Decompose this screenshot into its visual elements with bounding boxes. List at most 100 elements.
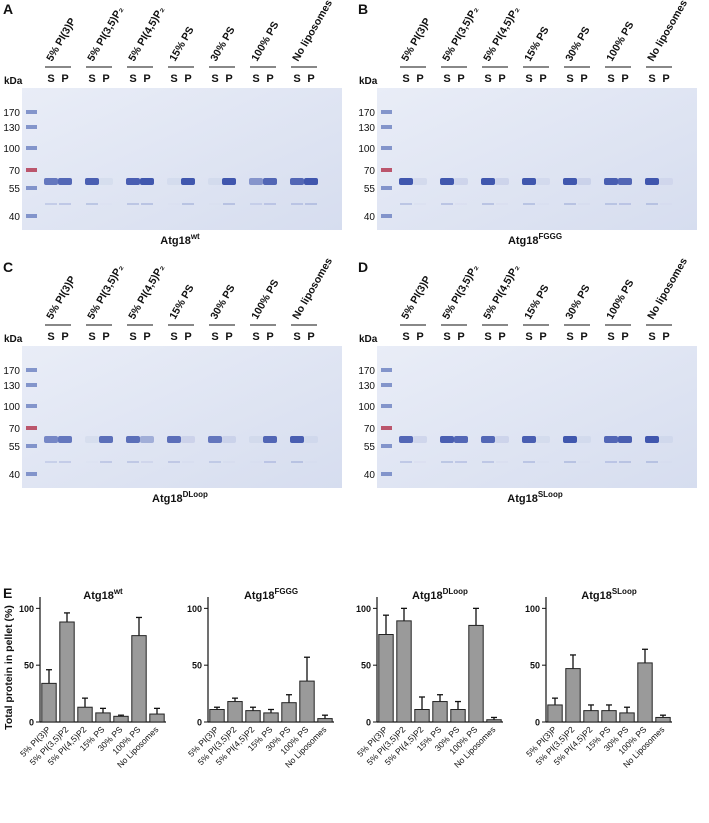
faint-band	[45, 461, 57, 463]
protein-band	[99, 436, 113, 443]
marker-label: 70	[9, 424, 21, 435]
bar	[601, 710, 617, 723]
faint-band	[209, 461, 221, 463]
gel	[377, 346, 697, 488]
bar	[95, 712, 111, 723]
protein-band	[222, 436, 236, 443]
lane-group-label: 30% PS	[563, 283, 592, 322]
faint-band	[141, 461, 153, 463]
protein-band	[577, 436, 591, 443]
faint-band	[209, 203, 221, 205]
protein-band	[577, 178, 591, 185]
bar	[468, 624, 484, 723]
protein-band	[604, 436, 618, 443]
lane-label: S	[566, 331, 573, 343]
faint-band	[305, 461, 317, 463]
faint-band	[646, 461, 658, 463]
protein-band	[563, 436, 577, 443]
protein-band	[208, 178, 222, 185]
marker-label: 170	[3, 108, 20, 119]
faint-band	[168, 203, 180, 205]
lane-group-label: 30% PS	[208, 25, 237, 64]
lane-group-label: No liposomes	[290, 0, 335, 64]
title-name: Atg18	[83, 590, 114, 602]
ladder-band	[26, 404, 37, 408]
protein-band	[304, 178, 318, 185]
protein-band	[44, 178, 58, 185]
lane-label: P	[307, 331, 314, 343]
marker-label: 70	[364, 166, 376, 177]
protein-band	[413, 436, 427, 443]
protein-band	[522, 178, 536, 185]
bar	[486, 719, 502, 723]
lane-label: S	[47, 331, 54, 343]
bar	[396, 620, 412, 723]
protein-band	[167, 178, 181, 185]
faint-band	[646, 203, 658, 205]
protein-band	[481, 178, 495, 185]
marker-label: 55	[364, 442, 376, 453]
lane-label: P	[662, 331, 669, 343]
ladder-band	[381, 186, 392, 190]
kda-label: kDa	[4, 76, 23, 87]
bar	[619, 712, 635, 723]
lane-label: P	[539, 331, 546, 343]
faint-band	[455, 461, 467, 463]
lane-group-label: 5% PI(3)P	[44, 16, 78, 63]
y-tick-label: 50	[530, 661, 540, 671]
lane-label: P	[61, 73, 68, 85]
protein-band	[659, 436, 673, 443]
marker-label: 130	[3, 381, 20, 392]
protein-band	[563, 178, 577, 185]
lane-label: S	[293, 73, 300, 85]
protein-band	[440, 178, 454, 185]
marker-label: 40	[9, 212, 21, 223]
lane-label: P	[498, 331, 505, 343]
lane-label: S	[402, 331, 409, 343]
faint-band	[523, 461, 535, 463]
protein-band	[249, 436, 263, 443]
faint-band	[59, 461, 71, 463]
bar	[131, 635, 147, 723]
ladder-band	[26, 472, 37, 476]
protein-band	[58, 436, 72, 443]
caption-superscript: FGGG	[539, 232, 563, 241]
lane-label: S	[129, 331, 136, 343]
faint-band	[619, 461, 631, 463]
lane-group-label: 100% PS	[249, 278, 281, 322]
y-tick-label: 100	[19, 604, 34, 614]
lane-group-label: 5% PI(4,5)P₂	[126, 4, 167, 63]
bar	[583, 710, 599, 723]
faint-band	[537, 461, 549, 463]
lane-label: S	[443, 331, 450, 343]
bar	[113, 715, 129, 723]
lane-group-label: 5% PI(3)P	[44, 274, 78, 321]
protein-band	[645, 178, 659, 185]
marker-label: 100	[3, 402, 20, 413]
lane-group-label: 5% PI(3)P	[399, 16, 433, 63]
bar	[317, 718, 333, 723]
protein-band	[85, 178, 99, 185]
protein-band	[604, 178, 618, 185]
faint-band	[223, 461, 235, 463]
protein-band	[290, 436, 304, 443]
lane-label: S	[525, 73, 532, 85]
protein-band	[181, 436, 195, 443]
faint-band	[168, 461, 180, 463]
faint-band	[182, 203, 194, 205]
faint-band	[660, 203, 672, 205]
protein-band	[85, 436, 99, 443]
faint-band	[59, 203, 71, 205]
lane-label: S	[648, 331, 655, 343]
y-tick-label: 100	[187, 604, 202, 614]
ladder-band	[26, 368, 37, 372]
protein-band	[413, 178, 427, 185]
bar	[655, 716, 671, 723]
caption-superscript: SLoop	[538, 490, 563, 499]
protein-band	[454, 436, 468, 443]
lane-group-label: 5% PI(3,5)P₂	[85, 4, 126, 63]
chart-title: Atg18wt	[83, 587, 123, 602]
marker-label: 55	[364, 184, 376, 195]
lane-label: P	[225, 331, 232, 343]
